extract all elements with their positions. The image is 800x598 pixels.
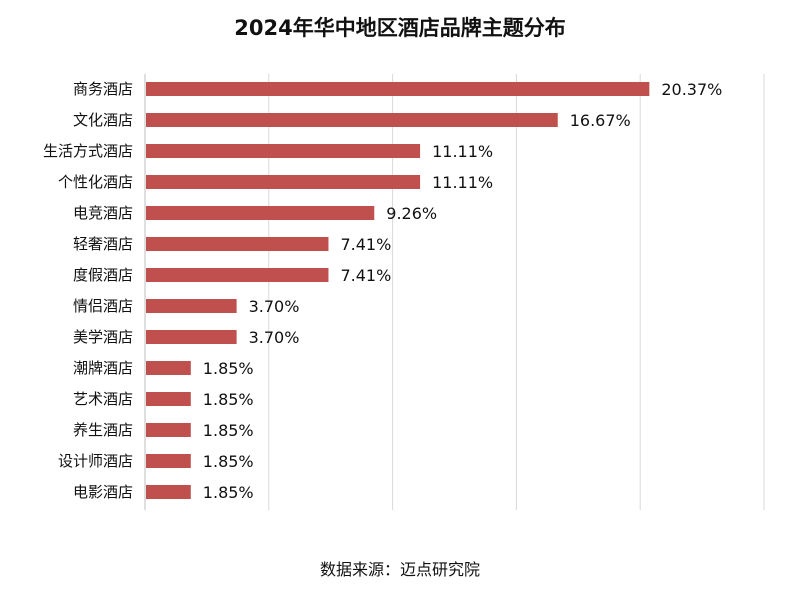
bar	[146, 82, 650, 96]
bar	[146, 423, 191, 437]
data-label: 11.11%	[432, 173, 493, 192]
bar	[146, 113, 558, 127]
data-label: 3.70%	[249, 297, 300, 316]
bar	[146, 237, 329, 251]
source-note: 数据来源：迈点研究院	[319, 560, 480, 579]
bar	[146, 175, 421, 189]
category-label: 商务酒店	[73, 80, 133, 98]
data-label: 20.37%	[661, 80, 722, 99]
category-label: 电影酒店	[73, 483, 133, 501]
category-label: 潮牌酒店	[73, 359, 133, 377]
category-label: 设计师酒店	[58, 452, 133, 470]
data-label: 3.70%	[249, 328, 300, 347]
bar	[146, 144, 421, 158]
category-label: 轻奢酒店	[73, 235, 133, 253]
bar	[146, 299, 237, 313]
bar	[146, 330, 237, 344]
category-label: 个性化酒店	[58, 173, 133, 191]
category-label: 养生酒店	[73, 421, 133, 439]
bar-chart: 商务酒店 20.37% 文化酒店 16.67% 生活方式酒店 11.11% 个性化酒店 11.…	[43, 74, 765, 510]
category-label: 文化酒店	[73, 111, 133, 129]
data-label: 7.41%	[340, 235, 391, 254]
data-label: 1.85%	[203, 421, 254, 440]
bar	[146, 268, 329, 282]
bar	[146, 454, 191, 468]
bar	[146, 206, 375, 220]
category-label: 度假酒店	[73, 266, 133, 284]
category-label: 生活方式酒店	[43, 142, 133, 160]
data-label: 9.26%	[386, 204, 437, 223]
data-label: 1.85%	[203, 359, 254, 378]
data-label: 1.85%	[203, 452, 254, 471]
data-label: 11.11%	[432, 142, 493, 161]
data-label: 7.41%	[340, 266, 391, 285]
data-label: 16.67%	[570, 111, 631, 130]
bar	[146, 392, 191, 406]
category-label: 艺术酒店	[73, 390, 133, 408]
category-label: 情侣酒店	[73, 297, 133, 315]
category-label: 电竞酒店	[73, 204, 133, 222]
data-label: 1.85%	[203, 390, 254, 409]
bar	[146, 485, 191, 499]
category-label: 美学酒店	[73, 328, 133, 346]
chart-title: 2024年华中地区酒店品牌主题分布	[234, 16, 566, 40]
data-label: 1.85%	[203, 483, 254, 502]
bar	[146, 361, 191, 375]
